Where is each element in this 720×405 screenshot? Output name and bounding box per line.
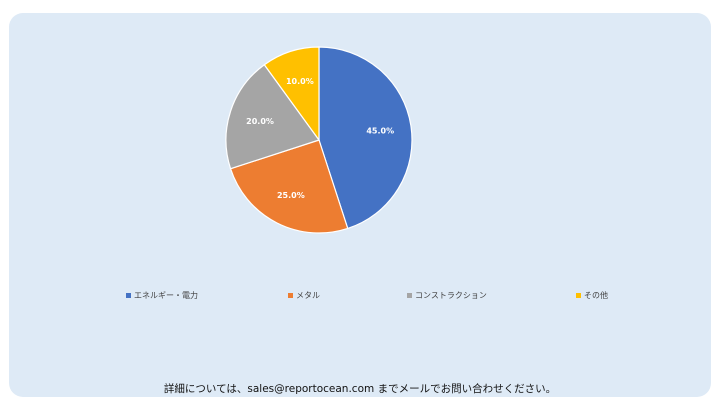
legend-label: その他 [584,291,608,300]
slice-data-label: 10.0% [286,77,314,86]
legend-item-construction: コンストラクション [407,290,487,301]
slice-construction [225,63,320,170]
legend-item-metal: メタル [288,290,320,301]
legend-label: エネルギー・電力 [134,291,198,300]
legend-swatch [576,293,581,298]
legend-label: コンストラクション [415,291,487,300]
slice-data-label: 20.0% [246,117,274,126]
legend-item-other: その他 [576,290,608,301]
legend-label: メタル [296,291,320,300]
footer-contact-text: 詳細については、sales@reportocean.com までメールでお問い合… [163,383,557,395]
legend-swatch [407,293,412,298]
slice-data-label: 25.0% [277,191,305,200]
legend-item-energy: エネルギー・電力 [126,290,198,301]
legend-swatch [126,293,131,298]
slice-other [263,46,320,142]
legend-swatch [288,293,293,298]
legend: エネルギー・電力 メタル コンストラクション その他 [0,290,720,304]
slice-metal [229,139,349,234]
slice-energy [318,46,413,230]
slice-data-label: 45.0% [366,126,394,135]
